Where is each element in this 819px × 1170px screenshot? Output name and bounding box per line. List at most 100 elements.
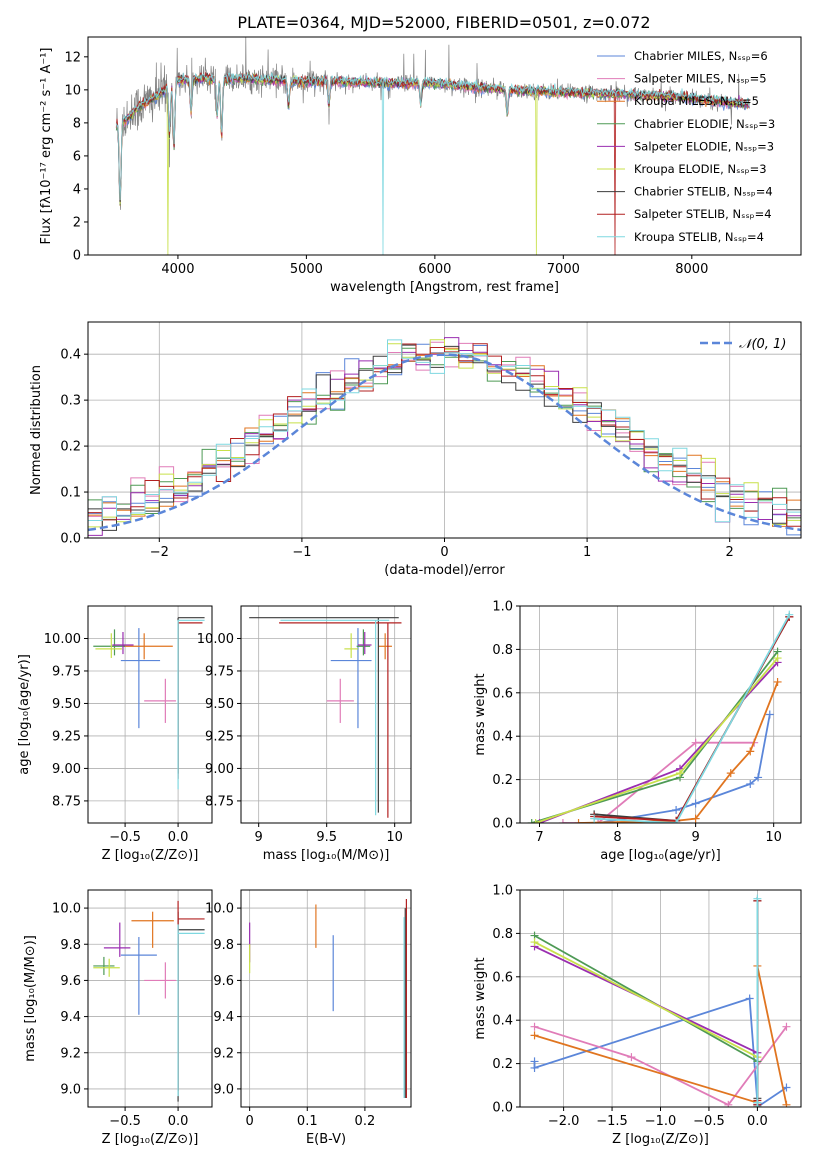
massweight-vs-age-ytick-label: 0.2 — [492, 773, 513, 788]
massweight-vs-Z-xtick-label: 0.0 — [747, 1114, 768, 1129]
mass-vs-Z-xtick-label: −0.5 — [109, 1114, 141, 1129]
mass-weight-line-orange — [578, 681, 779, 823]
age-vs-mass-ytick-label: 9.75 — [205, 664, 234, 679]
spectrum-plot-area — [115, 37, 750, 255]
mass-vs-ebv-xtick-label: 0.1 — [297, 1114, 318, 1129]
mass-weight-marker-lime — [773, 654, 782, 663]
mass-weight-marker-orange — [746, 747, 755, 756]
mass-vs-Z-ytick-label: 9.2 — [60, 1046, 81, 1061]
mass-weight-marker-purple — [535, 819, 544, 823]
legend-label: Chabrier ELODIE, Nₛₛₚ=3 — [634, 117, 775, 131]
spectrum-ytick-label: 6 — [73, 149, 81, 164]
age-vs-mass-xtick-label: 9 — [255, 830, 263, 845]
massweight-vs-age-ytick-label: 1.0 — [492, 600, 513, 615]
spectrum-legend: Chabrier MILES, Nₛₛₚ=6 Salpeter MILES, Nₛ… — [597, 49, 775, 244]
age-vs-Z-xtick-label: 0.0 — [168, 830, 189, 845]
mass-weight-line-cyan — [594, 614, 791, 823]
massweight-vs-age-plot-area — [527, 610, 794, 823]
mass-weight-line-pink — [562, 741, 755, 823]
mass-weight-marker-cyan — [753, 1103, 762, 1107]
massweight-vs-Z-xtick-label: −0.5 — [693, 1114, 725, 1129]
mass-weight-marker-green — [527, 819, 536, 823]
massweight-vs-age-xlabel: age [log₁₀(age/yr)] — [600, 848, 721, 863]
spectrum-xtick-label: 4000 — [161, 262, 194, 277]
mass-vs-ebv-plot-area — [249, 899, 407, 1098]
spectrum-xlabel: wavelength [Angstrom, rest frame] — [330, 280, 559, 295]
massweight-vs-age-xtick-label: 9 — [691, 830, 699, 845]
age-vs-Z-xtick-label: −0.5 — [109, 830, 141, 845]
mass-weight-marker-orange — [574, 819, 583, 823]
age-vs-mass-ytick-label: 9.50 — [205, 697, 234, 712]
mass-weight-marker-orange — [691, 814, 700, 823]
massweight-vs-Z-xtick-label: −2.0 — [548, 1114, 580, 1129]
histogram-red — [88, 343, 801, 527]
mass-weight-marker-blue — [672, 805, 681, 814]
mass-weight-marker-lime — [530, 938, 539, 947]
residuals-panel: 𝒩(0, 1) −2 −1 0 1 2 0.0 0.1 0.2 0.3 0.4 (data-model… — [29, 321, 802, 578]
legend-label: Chabrier STELIB, Nₛₛₚ=4 — [634, 185, 773, 199]
age-vs-mass-ytick-label: 10.00 — [197, 632, 234, 647]
massweight-vs-Z-xlabel: Z [log₁₀(Z/Z⊙)] — [612, 1132, 709, 1147]
massweight-vs-age-ytick-label: 0.8 — [492, 643, 513, 658]
age-vs-mass-ytick-label: 9.00 — [205, 762, 234, 777]
age-vs-Z-ytick-label: 9.50 — [52, 697, 81, 712]
legend-label: Salpeter ELODIE, Nₛₛₚ=3 — [634, 139, 774, 153]
legend-label: Salpeter STELIB, Nₛₛₚ=4 — [634, 207, 772, 221]
age-vs-Z-ytick-label: 10.00 — [44, 632, 81, 647]
age-vs-Z-plot-area — [93, 617, 205, 790]
spectrum-panel: Chabrier MILES, Nₛₛₚ=6 Salpeter MILES, Nₛ… — [39, 36, 802, 295]
plots: Chabrier MILES, Nₛₛₚ=6 Salpeter MILES, Nₛ… — [17, 36, 802, 1147]
mass-vs-Z-ytick-label: 10.0 — [52, 902, 81, 917]
mass-weight-marker-blue — [765, 710, 774, 719]
legend-label: Chabrier MILES, Nₛₛₚ=6 — [634, 49, 768, 63]
massweight-vs-Z-plot-area — [530, 894, 791, 1107]
age-vs-Z-ytick-label: 8.75 — [52, 794, 81, 809]
mass-weight-marker-cyan — [785, 610, 794, 619]
age-vs-Z-ylabel: age [log₁₀(age/yr)] — [17, 654, 32, 775]
legend-label: Kroupa STELIB, Nₛₛₚ=4 — [634, 230, 764, 244]
residuals-ytick-label: 0.0 — [60, 532, 81, 547]
spectrum-ytick-label: 2 — [73, 215, 81, 230]
figure-title: PLATE=0364, MJD=52000, FIBERID=0501, z=0… — [237, 13, 650, 32]
massweight-vs-Z-ytick-label: 0.2 — [492, 1057, 513, 1072]
mass-weight-marker-pink — [627, 1053, 636, 1062]
residuals-xlabel: (data-model)/error — [384, 563, 505, 578]
age-vs-mass-xtick-label: 9.5 — [316, 830, 337, 845]
massweight-vs-age-panel: 7 8 9 10 0.0 0.2 0.4 0.6 0.8 1.0 age [log₁₀(age/yr… — [473, 600, 802, 863]
mass-weight-marker-cyan — [590, 814, 599, 823]
massweight-vs-Z-ytick-label: 0.0 — [492, 1101, 513, 1116]
massweight-vs-Z-xtick-label: −1.0 — [645, 1114, 677, 1129]
mass-vs-Z-xlabel: Z [log₁₀(Z/Z⊙)] — [102, 1132, 199, 1147]
mass-vs-ebv-frame — [240, 889, 412, 1108]
residuals-ylabel: Normed distribution — [29, 365, 44, 495]
mass-weight-marker-blue — [746, 779, 755, 788]
massweight-vs-age-ytick-label: 0.6 — [492, 686, 513, 701]
massweight-vs-age-ytick-label: 0.4 — [492, 730, 513, 745]
residuals-xtick-label: 1 — [583, 545, 591, 560]
mass-vs-Z-ylabel: mass [log₁₀(M/M⊙)] — [23, 935, 38, 1062]
mass-weight-marker-blue — [530, 1063, 539, 1072]
mass-vs-ebv-ytick-label: 9.8 — [213, 938, 234, 953]
spectrum-frame — [87, 36, 802, 256]
mass-weight-marker-blue — [691, 799, 700, 808]
mass-vs-Z-plot-area — [93, 900, 205, 1102]
spectrum-ytick-label: 8 — [73, 116, 81, 131]
age-vs-Z-ytick-label: 9.75 — [52, 664, 81, 679]
mass-weight-marker-pink — [782, 1022, 791, 1031]
legend-label: Salpeter MILES, Nₛₛₚ=5 — [634, 72, 767, 86]
mass-vs-ebv-panel: 0 0.1 0.2 9.0 9.2 9.4 9.6 9.8 10.0 E(B-V) — [205, 889, 412, 1147]
mass-vs-ebv-xlabel: E(B-V) — [306, 1132, 346, 1147]
residuals-plot-area — [88, 337, 801, 536]
mass-weight-marker-blue — [745, 994, 754, 1003]
spectrum-ytick-label: 4 — [73, 182, 81, 197]
residuals-xtick-label: −1 — [292, 545, 311, 560]
histogram-lime — [88, 339, 801, 528]
age-vs-Z-xlabel: Z [log₁₀(Z/Z⊙)] — [102, 848, 199, 863]
mass-vs-Z-ytick-label: 9.8 — [60, 938, 81, 953]
mass-weight-marker-cyan — [753, 894, 762, 903]
mass-weight-marker-pink — [724, 1100, 733, 1107]
massweight-vs-age-xtick-label: 10 — [765, 830, 782, 845]
massweight-vs-Z-panel: −2.0 −1.5 −1.0 −0.5 0.0 0.0 0.2 0.4 0.6 0.8 1.0 Z [… — [473, 884, 802, 1147]
mass-weight-marker-lime — [531, 819, 540, 823]
massweight-vs-age-xtick-label: 7 — [535, 830, 543, 845]
